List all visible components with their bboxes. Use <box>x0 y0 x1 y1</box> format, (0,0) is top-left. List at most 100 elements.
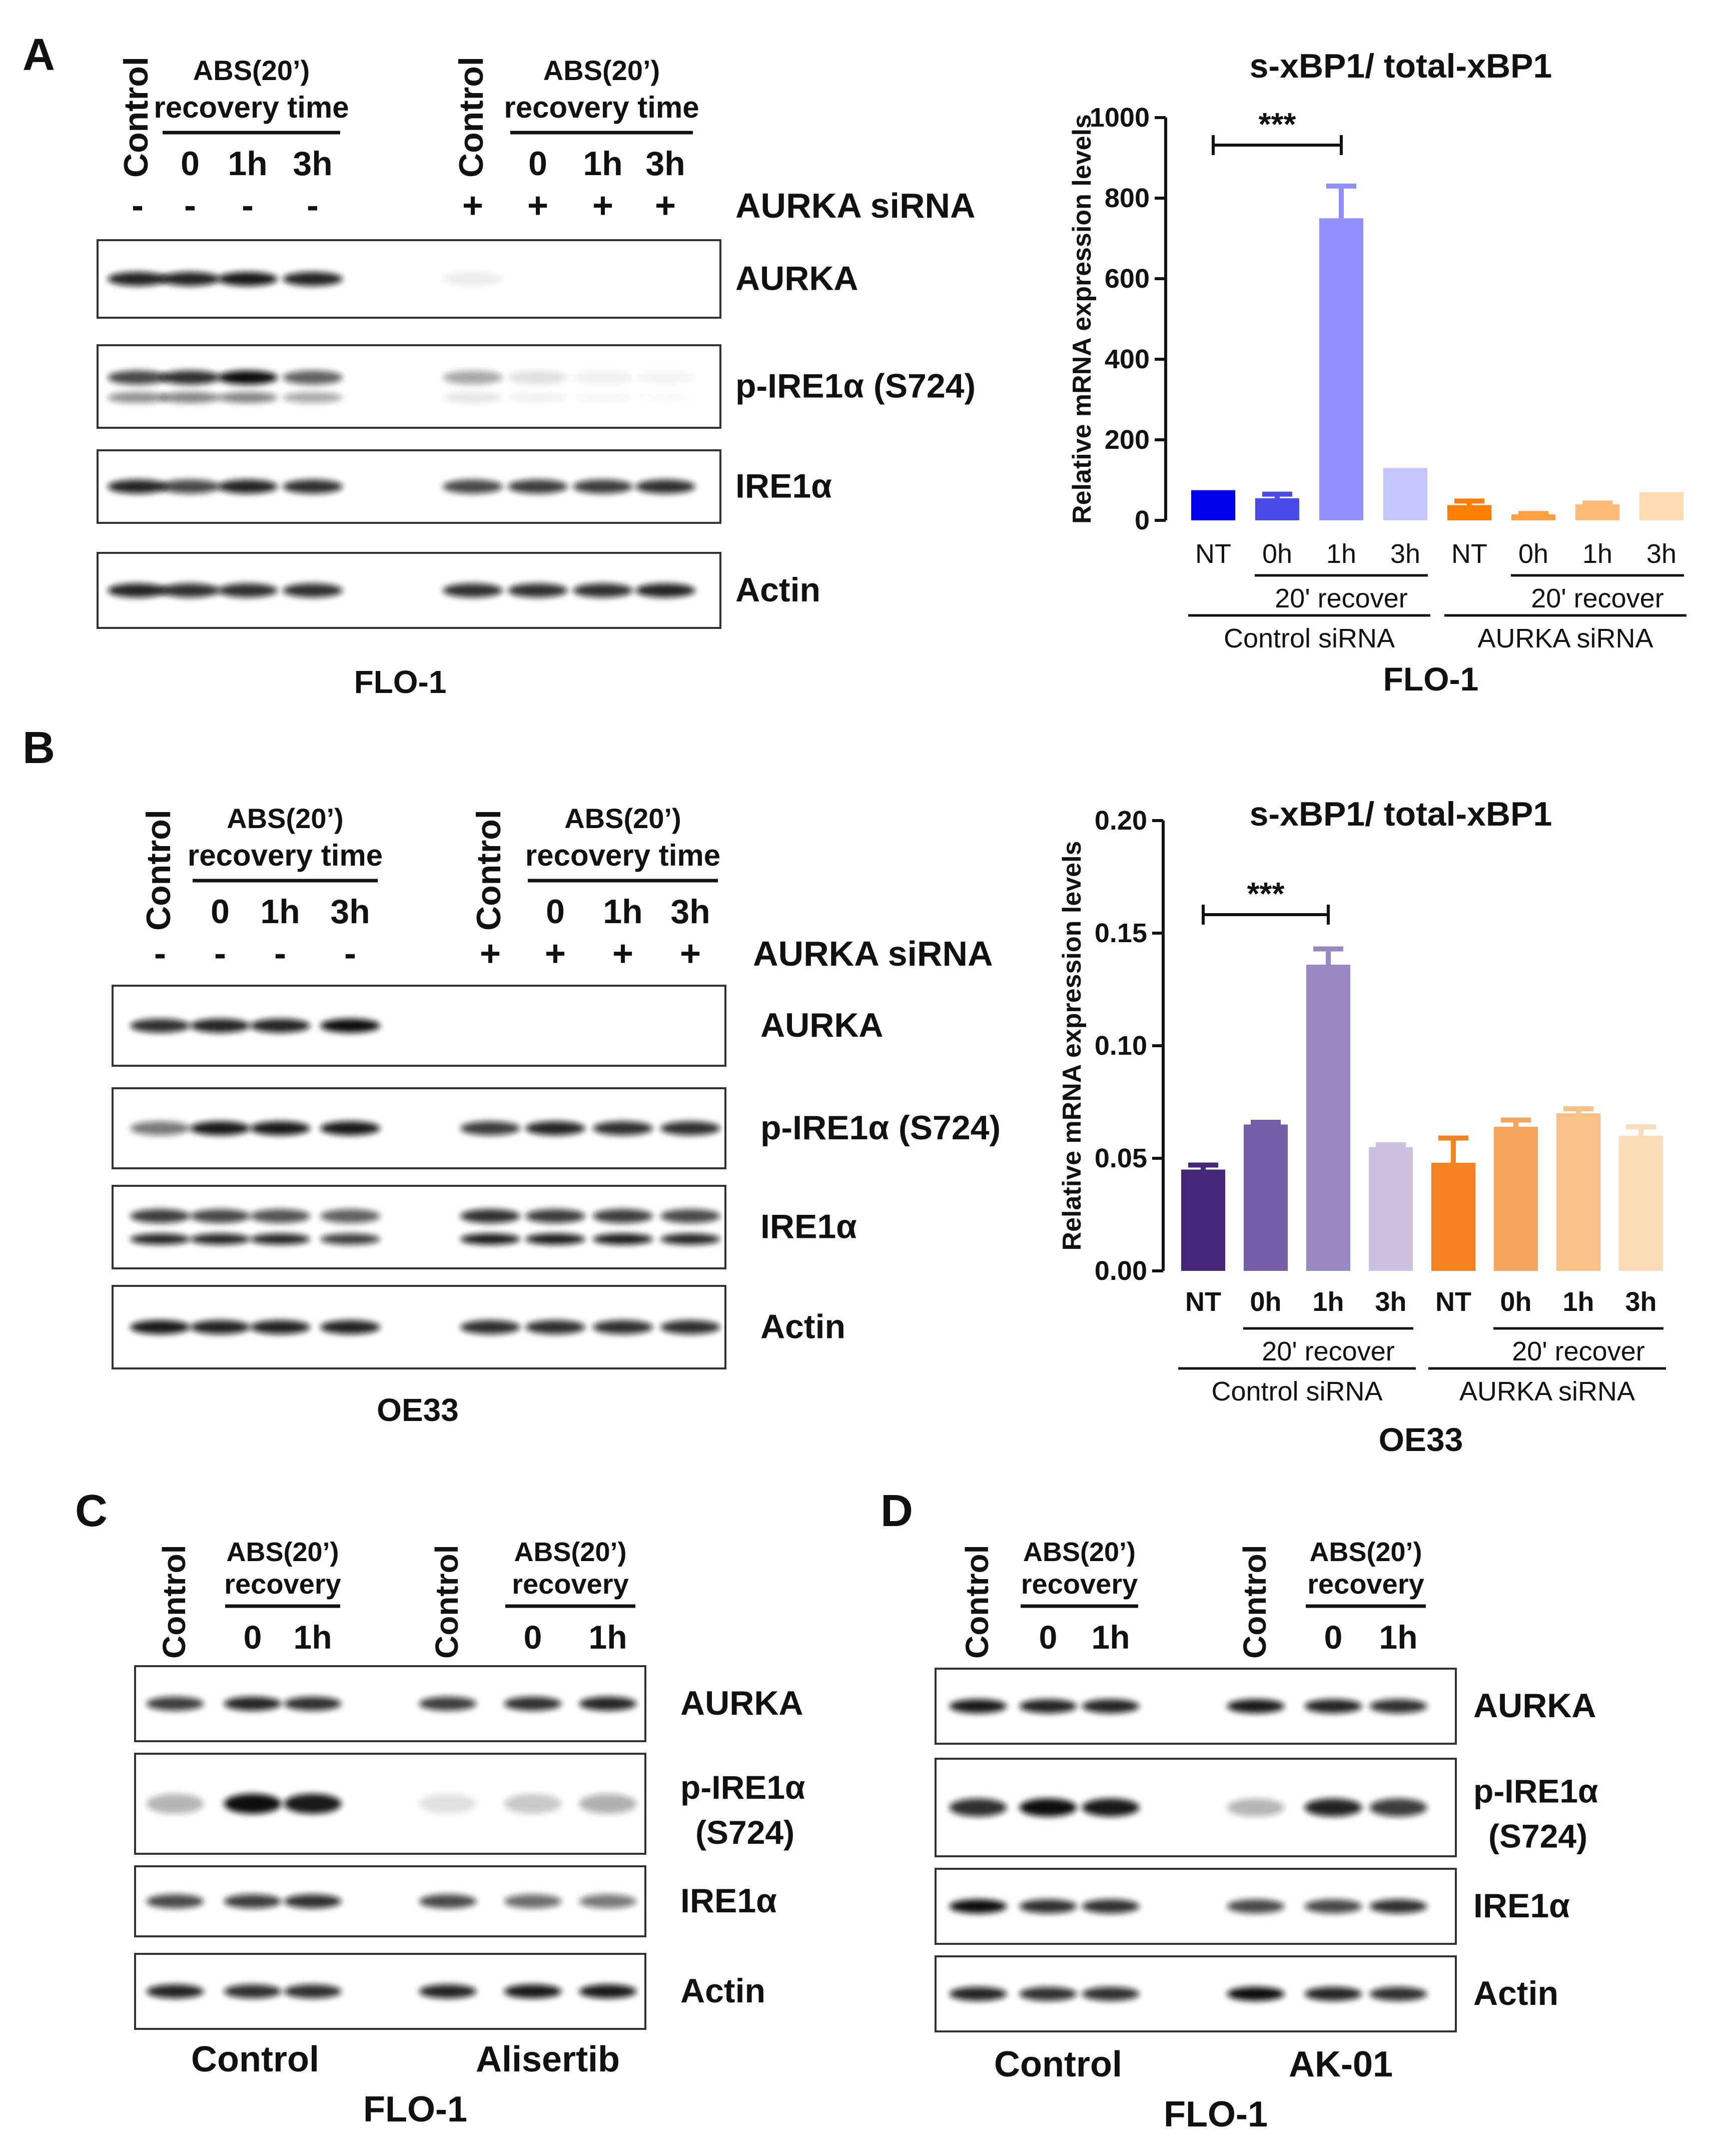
chart-cell-line-label: OE33 <box>1379 1421 1463 1458</box>
actin-band <box>1019 1987 1077 2001</box>
x-tick-label: NT <box>1185 1287 1221 1317</box>
aurka-band <box>579 1697 637 1711</box>
ire1a-band <box>1304 1899 1362 1913</box>
p-ire1a-band <box>283 370 343 385</box>
ire1a-lower-band <box>460 1233 520 1245</box>
y-axis-label: Relative mRNA expression levels <box>1068 114 1097 524</box>
p-ire1a-lower-band <box>108 392 168 403</box>
ire1a-band <box>284 1894 342 1908</box>
treatment-group-label: Control <box>994 2044 1122 2084</box>
time-label-3h: 3h <box>293 145 332 183</box>
aurka-sirna-label: AURKA siRNA <box>735 186 976 225</box>
aurka-band <box>160 272 220 286</box>
bar-control-0h <box>1244 1124 1288 1271</box>
aurka-band <box>108 272 168 286</box>
plus-sign: + <box>545 934 566 974</box>
control-column-label: Control <box>959 1545 995 1659</box>
actin-band <box>146 1984 204 1998</box>
x-tick-label: 3h <box>1375 1287 1406 1317</box>
aurka-label: AURKA <box>760 1006 884 1044</box>
p-ire1a-band <box>320 1121 380 1135</box>
ire1a-lower-band <box>130 1233 190 1245</box>
group-label: AURKA siRNA <box>1477 623 1653 653</box>
actin-band <box>108 583 168 597</box>
treatment-group-label: Control <box>191 2039 319 2079</box>
aurka-band <box>1304 1699 1362 1713</box>
ire1a-band <box>160 479 220 494</box>
ire1a-band <box>579 1894 637 1908</box>
minus-sign: - <box>132 186 144 226</box>
y-tick-label: 200 <box>1105 425 1150 455</box>
minus-sign: - <box>344 934 356 974</box>
ire1a-band <box>443 479 503 494</box>
recover-label: 20' recover <box>1512 1336 1644 1366</box>
abs-header-line1: ABS(20’) <box>1023 1537 1136 1567</box>
abs-header-line1: ABS(20’) <box>514 1537 626 1567</box>
x-tick-label: 3h <box>1625 1287 1656 1317</box>
bar-chart-oe33: s-xBP1/ total-xBP1 0.00 0.05 0.10 0.15 0.20 Re… <box>1058 795 1666 1458</box>
x-tick-label: 0h <box>1262 539 1292 569</box>
y-tick-label: 800 <box>1105 183 1150 213</box>
ire1a-band <box>419 1894 477 1908</box>
y-tick-label: 0.10 <box>1095 1031 1147 1061</box>
ire1a-lower-band <box>593 1233 653 1245</box>
time-label-3h: 3h <box>330 893 370 931</box>
time-label-0: 0 <box>524 1619 542 1656</box>
bar-control-0h <box>1255 498 1299 520</box>
p-ire1a-band <box>218 370 278 385</box>
ire1a-lower-band <box>660 1233 720 1245</box>
x-tick-label: 3h <box>1390 539 1420 569</box>
ire1a-band <box>130 1209 190 1223</box>
p-ire1a-band <box>224 1794 282 1814</box>
y-tick-label: 0 <box>1135 505 1150 535</box>
actin-label: Actin <box>735 571 820 609</box>
bar-control-1h <box>1306 965 1350 1271</box>
actin-band <box>525 1320 585 1334</box>
bar-control-1h <box>1319 218 1363 520</box>
p-ire1a-band <box>1369 1798 1427 1817</box>
bar-aurka-nt <box>1431 1163 1475 1271</box>
p-ire1a-band <box>284 1794 342 1814</box>
abs-header-line1: ABS(20’) <box>564 803 681 834</box>
control-column-label: Control <box>470 810 508 931</box>
ire1a-band <box>573 479 633 494</box>
time-label-0: 0 <box>528 145 547 183</box>
ire1a-band <box>504 1894 562 1908</box>
p-ire1a-band <box>1019 1798 1077 1817</box>
control-column-label: Control <box>452 57 490 178</box>
actin-band <box>284 1984 342 1998</box>
y-tick-label: 1000 <box>1090 103 1150 133</box>
y-tick-label: 0.05 <box>1095 1143 1147 1173</box>
actin-band <box>130 1320 190 1334</box>
plus-sign: + <box>592 186 613 226</box>
x-tick-label: 1h <box>1562 1287 1594 1317</box>
p-ire1a-band <box>525 1121 585 1135</box>
ire1a-band <box>525 1209 585 1223</box>
p-ire1a-label: p-IRE1α <box>1473 1773 1598 1810</box>
bar-control-nt <box>1181 1169 1225 1271</box>
ire1a-band <box>949 1899 1007 1913</box>
y-tick-label: 0.15 <box>1095 918 1147 948</box>
actin-band <box>224 1984 282 1998</box>
x-tick-label: 0h <box>1500 1287 1531 1317</box>
group-label: Control siRNA <box>1224 623 1395 653</box>
ire1a-band <box>660 1209 720 1223</box>
control-column-label: Control <box>429 1545 465 1659</box>
bar-chart-flo-1: s-xBP1/ total-xBP1 0 200 400 600 800 1000Relat… <box>1068 47 1686 697</box>
plus-sign: + <box>612 934 633 974</box>
y-axis-label: Relative mRNA expression levels <box>1058 841 1087 1251</box>
group-label: AURKA siRNA <box>1459 1376 1635 1406</box>
bar-control-nt <box>1191 490 1235 520</box>
actin-band <box>160 583 220 597</box>
actin-band <box>190 1320 250 1334</box>
treatment-group-label: Alisertib <box>476 2039 620 2079</box>
plus-sign: + <box>655 186 676 226</box>
time-label-1h: 1h <box>260 893 300 931</box>
actin-band <box>419 1984 477 1998</box>
time-label-0: 0 <box>211 893 230 931</box>
ire1a-band <box>320 1209 380 1223</box>
minus-sign: - <box>184 186 196 226</box>
p-ire1a-band <box>949 1798 1007 1817</box>
actin-label: Actin <box>760 1308 845 1346</box>
